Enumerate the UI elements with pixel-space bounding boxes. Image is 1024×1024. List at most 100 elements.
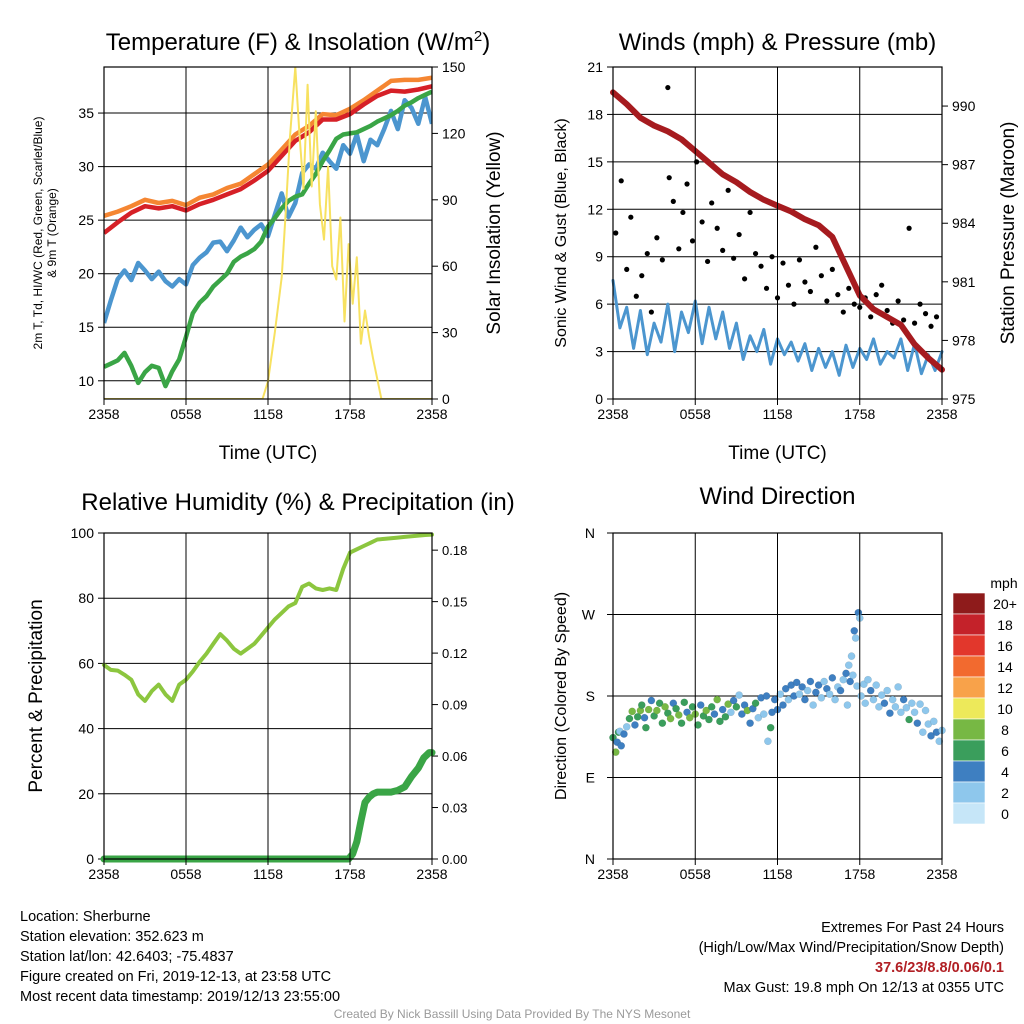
direction-point — [875, 703, 883, 711]
gust-point — [879, 282, 885, 288]
y-tick-label: 9 — [595, 249, 603, 265]
x-tick-label: 2358 — [416, 406, 447, 422]
direction-point — [814, 681, 823, 689]
direction-point — [935, 737, 944, 746]
x-tick-label: 0558 — [680, 406, 711, 422]
station-elevation: Station elevation: 352.623 m — [20, 929, 204, 945]
colorbar-title: mph — [990, 575, 1017, 591]
direction-point — [694, 721, 702, 729]
gust-point — [624, 266, 630, 272]
direction-point — [927, 731, 935, 740]
y2-tick-label: 975 — [952, 391, 976, 407]
plot-frame — [103, 66, 433, 400]
y-tick-label: 0 — [86, 851, 94, 867]
direction-point — [674, 711, 683, 719]
colorbar-label: 14 — [997, 659, 1013, 675]
gust-point — [628, 214, 634, 220]
x-tick-label: 1758 — [844, 866, 875, 882]
x-tick-label: 1758 — [334, 866, 365, 882]
direction-point — [857, 692, 865, 700]
direction-point — [735, 691, 743, 699]
direction-point — [842, 669, 850, 678]
direction-point — [866, 686, 875, 695]
colorbar-label: 2 — [1001, 785, 1009, 801]
colorbar-label: 6 — [1001, 743, 1009, 759]
gust-point — [736, 231, 742, 238]
y-tick-label: 15 — [587, 154, 603, 170]
y-tick-label: S — [586, 688, 595, 704]
direction-point — [886, 709, 894, 718]
gust-point — [676, 246, 682, 252]
direction-point — [828, 674, 837, 682]
gust-point — [763, 285, 770, 291]
y2-tick-label: 30 — [442, 325, 458, 341]
direction-point — [653, 706, 661, 715]
y-tick-label: 12 — [587, 201, 603, 217]
direction-point — [795, 690, 804, 699]
gust-point — [802, 279, 808, 285]
direction-point — [688, 703, 697, 711]
gust-point — [720, 247, 726, 253]
direction-point — [929, 717, 938, 726]
x-axis-label: Time (UTC) — [219, 443, 318, 464]
direction-point — [798, 683, 807, 691]
station-location: Location: Sherburne — [20, 909, 151, 925]
gust-point — [633, 293, 639, 299]
gust-point — [618, 178, 624, 184]
gust-point — [901, 317, 907, 323]
direction-point — [864, 675, 872, 684]
max-gust: Max Gust: 19.8 mph On 12/13 at 0355 UTC — [723, 980, 1004, 996]
gust-point — [796, 257, 803, 263]
y2-tick-label: 981 — [952, 274, 976, 290]
direction-point — [849, 671, 857, 680]
y-tick-label: 18 — [587, 106, 603, 122]
gust-point — [648, 309, 654, 315]
y2-tick-label: 984 — [952, 215, 976, 231]
direction-point — [869, 695, 878, 704]
colorbar-swatch — [952, 655, 986, 678]
direction-point — [611, 748, 620, 756]
x-tick-label: 1158 — [253, 406, 283, 422]
direction-point — [910, 708, 919, 717]
direction-point — [803, 686, 812, 695]
direction-point — [640, 713, 649, 722]
y2-axis-label: Station Pressure (Maroon) — [998, 122, 1019, 345]
x-tick-label: 1158 — [253, 866, 283, 882]
x-tick-label: 2358 — [88, 406, 119, 422]
gust-point — [613, 230, 619, 236]
direction-point — [916, 700, 924, 709]
y-tick-label: 3 — [595, 344, 603, 360]
gust-point — [785, 282, 792, 288]
y2-tick-label: 987 — [952, 157, 976, 173]
y2-axis-label: Solar Insolation (Yellow) — [484, 131, 505, 334]
y-axis-label: Percent & Precipitation — [26, 599, 47, 792]
title-superscript: 2 — [474, 28, 482, 45]
y-tick-label: W — [582, 607, 596, 623]
y-axis-label: Sonic Wind & Gust (Blue, Black) — [553, 118, 570, 347]
gust-point — [639, 273, 645, 279]
direction-point — [891, 703, 900, 711]
y2-tick-label: 0.18 — [442, 543, 467, 558]
gust-point — [895, 298, 901, 304]
station-info: Location: Sherburne Station elevation: 3… — [20, 907, 340, 1007]
colorbar-label: 12 — [997, 680, 1013, 696]
x-tick-label: 1158 — [762, 866, 792, 882]
direction-point — [762, 692, 771, 700]
direction-point — [770, 695, 779, 704]
extremes-legend: (High/Low/Max Wind/Precipitation/Snow De… — [698, 940, 1004, 956]
direction-point — [779, 701, 787, 709]
gust-point — [813, 244, 819, 250]
colorbar-swatch — [952, 592, 986, 615]
direction-point — [825, 690, 834, 699]
y-tick-label: N — [585, 851, 595, 867]
direction-point — [628, 707, 637, 716]
direction-point — [647, 696, 656, 705]
gust-point — [873, 292, 879, 298]
credit-line: Created By Nick Bassill Using Data Provi… — [333, 1007, 691, 1021]
gust-point — [670, 198, 676, 204]
x-tick-label: 1158 — [762, 406, 792, 422]
direction-point — [839, 675, 848, 684]
gust-point — [704, 258, 711, 265]
y-tick-label: 60 — [78, 655, 94, 671]
chart-title: Relative Humidity (%) & Precipitation (i… — [81, 489, 514, 516]
